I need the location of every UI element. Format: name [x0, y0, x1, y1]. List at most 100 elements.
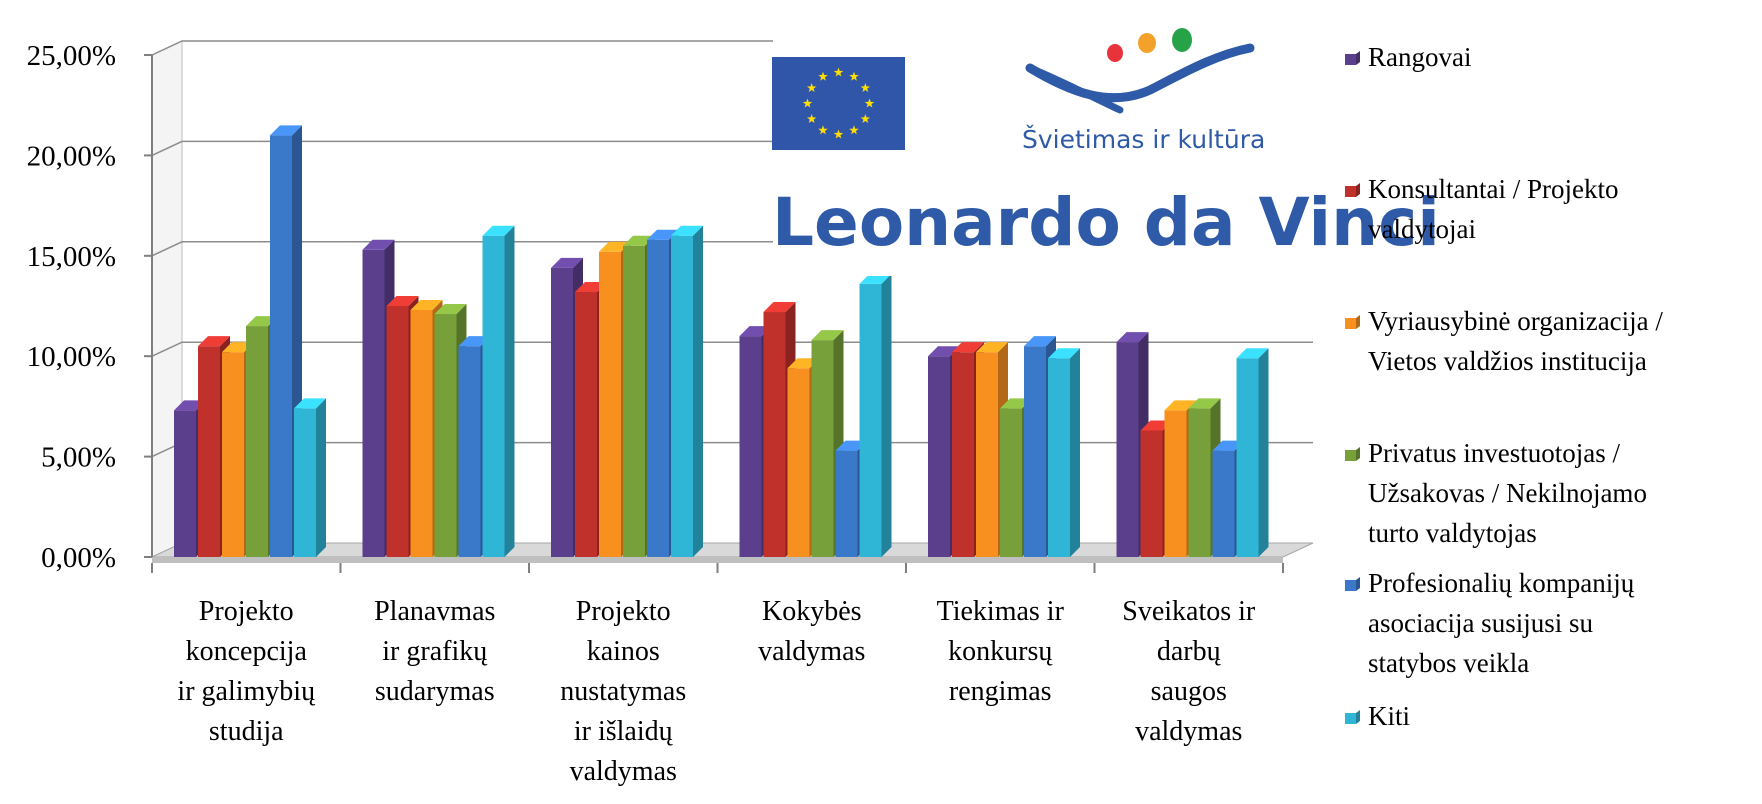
bar-front: [928, 356, 950, 557]
legend-label: Privatus investuotojas / Užsakovas / Neki…: [1368, 438, 1647, 548]
bar-front: [599, 251, 621, 557]
bar-top: [811, 330, 844, 341]
bar-top: [859, 273, 892, 284]
sponsor-tagline: Švietimas ir kultūra: [1022, 124, 1265, 154]
green-dot-icon: [1172, 28, 1192, 52]
bar-front: [1212, 450, 1235, 557]
star-icon: [860, 114, 871, 123]
legend-item: Kiti: [1345, 701, 1410, 731]
bars: [174, 125, 1269, 557]
bar: [1236, 348, 1269, 557]
bar-front: [1000, 408, 1022, 557]
star-icon: [860, 83, 871, 92]
bar: [859, 273, 892, 557]
y-axis-ticks: 0,00% 5,00% 10,00% 15,00% 20,00% 25,00%: [27, 40, 153, 574]
bar-top: [198, 336, 230, 347]
bar-front: [294, 408, 316, 557]
bar-top: [410, 300, 443, 311]
legend-item: Profesionalių kompanijų asociacija susiju…: [1345, 568, 1635, 678]
bar-front: [787, 368, 810, 557]
y-tick-label: 20,00%: [27, 140, 116, 172]
bar: [294, 398, 326, 557]
legend-label: Kiti: [1368, 701, 1410, 731]
bar-front: [575, 291, 597, 557]
star-icon: [818, 71, 828, 81]
legend-label: Vyriausybinė organizacija / Vietos valdži…: [1368, 306, 1663, 376]
bar-front: [835, 450, 858, 557]
bar-side: [1070, 348, 1080, 557]
star-icon: [864, 98, 875, 108]
bar-front: [198, 346, 220, 557]
bar-front: [976, 352, 998, 557]
legend-swatch: [1345, 713, 1356, 724]
bar-front: [434, 314, 457, 557]
bar-front: [270, 135, 292, 557]
sponsor-overlay: Švietimas ir kultūra Leonardo da Vinci: [772, 28, 1440, 276]
bar-top: [671, 225, 703, 236]
star-icon: [849, 125, 859, 135]
wave-tail-icon: [1026, 64, 1124, 114]
bar-front: [386, 306, 409, 557]
bar-front: [410, 310, 433, 557]
y-tick-label: 0,00%: [41, 542, 116, 574]
eu-stars-icon: [802, 67, 875, 139]
legend-item: Rangovai: [1345, 42, 1471, 72]
legend-swatch-side: [1356, 447, 1360, 461]
bar-top: [1236, 348, 1269, 359]
bar-top: [270, 125, 302, 136]
bar-side: [1258, 348, 1269, 557]
bar-front: [551, 267, 573, 557]
bar-front: [859, 283, 882, 557]
bar-top: [763, 302, 796, 313]
bar-top: [551, 257, 583, 268]
bar-side: [316, 398, 326, 557]
legend-item: Vyriausybinė organizacija / Vietos valdži…: [1345, 306, 1663, 376]
bar-front: [1188, 408, 1211, 557]
bar-top: [362, 239, 395, 250]
bar: [482, 225, 515, 557]
legend-swatch-side: [1356, 51, 1360, 65]
star-icon: [833, 129, 844, 139]
y-tick-label: 15,00%: [27, 241, 116, 273]
bar: [1048, 348, 1080, 557]
bar-front: [1024, 346, 1046, 557]
red-dot-icon: [1107, 44, 1123, 62]
bar: [671, 225, 703, 557]
y-tick-label: 25,00%: [27, 40, 116, 72]
category-label: Planavmas ir grafikų sudarymas: [374, 596, 495, 707]
legend-swatch: [1345, 54, 1356, 65]
floor-front: [152, 557, 1283, 563]
orange-dot-icon: [1138, 33, 1156, 53]
legend-swatch-side: [1356, 710, 1360, 724]
bar-top: [294, 398, 326, 409]
legend-label: Konsultantai / Projekto valdytojai: [1368, 174, 1618, 244]
bar-front: [174, 410, 196, 557]
legend-swatch: [1345, 450, 1356, 461]
bar-front: [1116, 342, 1139, 557]
bar-top: [1116, 332, 1149, 343]
category-label: Tiekimas ir konkursų rengimas: [937, 596, 1065, 707]
legend-item: Konsultantai / Projekto valdytojai: [1345, 174, 1618, 244]
category-label: Sveikatos ir darbų saugos valdymas: [1122, 596, 1256, 747]
bar: [976, 342, 1008, 557]
category-label: Projekto kainos nustatymas ir išlaidų valdym…: [560, 596, 686, 787]
category-label: Projekto koncepcija ir galimybių studija: [177, 596, 316, 747]
bar-front: [739, 336, 762, 557]
bar-top: [1164, 400, 1197, 411]
program-name: Leonardo da Vinci: [772, 184, 1440, 261]
legend-item: Privatus investuotojas / Užsakovas / Neki…: [1345, 438, 1647, 548]
bar-top: [386, 296, 419, 306]
legend: Rangovai Konsultantai / Projekto valdytoja…: [1345, 42, 1663, 731]
bar-side: [693, 225, 703, 557]
star-icon: [802, 98, 813, 108]
bar-top: [1048, 348, 1080, 359]
category-label: Kokybės valdymas: [758, 596, 865, 667]
bar-front: [362, 249, 385, 557]
star-icon: [806, 83, 817, 92]
legend-label: Rangovai: [1368, 42, 1471, 72]
category-labels: Projekto koncepcija ir galimybių studija Pla…: [177, 596, 1255, 787]
legend-swatch: [1345, 186, 1356, 197]
bar-top: [976, 342, 1008, 353]
bar-front: [1048, 358, 1070, 557]
